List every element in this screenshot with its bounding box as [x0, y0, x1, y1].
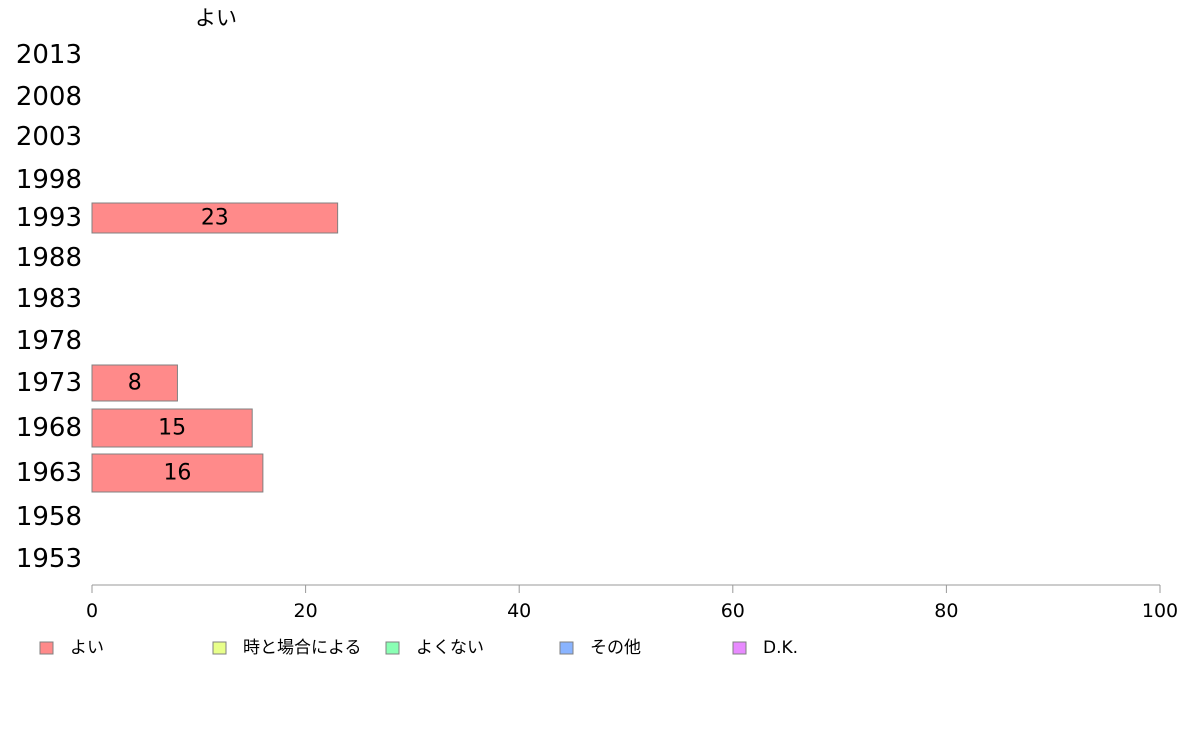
legend-label-3: その他: [590, 638, 641, 658]
x-tick-label-100: 100: [1142, 600, 1178, 622]
x-tick-label-0: 0: [86, 600, 98, 622]
legend-label-4: D.K.: [763, 638, 798, 658]
year-label-1973: 1973: [16, 368, 82, 398]
bar-label-1973: 8: [128, 371, 142, 396]
x-tick-label-40: 40: [507, 600, 531, 622]
year-label-2013: 2013: [16, 40, 82, 70]
legend-swatch-4: [732, 641, 747, 655]
legend-swatch-3: [559, 641, 574, 655]
bar-label-1968: 15: [158, 416, 186, 441]
bars: 23 8 15 16: [91, 202, 339, 493]
year-label-1998: 1998: [16, 165, 82, 195]
year-labels: 2013 2008 2003 1998 1993 1988 1983 1978 1973 1968…: [16, 40, 82, 574]
bar-1963: [91, 453, 264, 493]
x-tick-label-60: 60: [721, 600, 745, 622]
legend-label-0: よい: [70, 638, 104, 658]
bar-1968: [91, 408, 253, 448]
year-label-1963: 1963: [16, 458, 82, 488]
year-label-2008: 2008: [16, 82, 82, 112]
year-label-1978: 1978: [16, 326, 82, 356]
year-label-1953: 1953: [16, 544, 82, 574]
bar-label-1993: 23: [201, 206, 229, 231]
x-axis: 0 20 40 60 80 100: [86, 584, 1178, 622]
x-tick-label-20: 20: [294, 600, 318, 622]
legend-swatch-0: [39, 641, 54, 655]
x-tick-label-80: 80: [934, 600, 958, 622]
year-label-1968: 1968: [16, 413, 82, 443]
year-label-1988: 1988: [16, 243, 82, 273]
year-label-1958: 1958: [16, 502, 82, 532]
legend: よい 時と場合による よくない その他 D.K.: [39, 638, 798, 658]
legend-label-1: 時と場合による: [243, 638, 362, 658]
legend-swatch-2: [385, 641, 400, 655]
series-title: よい: [195, 6, 237, 30]
year-label-2003: 2003: [16, 122, 82, 152]
bar-label-1963: 16: [163, 461, 191, 486]
year-label-1993: 1993: [16, 203, 82, 233]
year-label-1983: 1983: [16, 284, 82, 314]
bar-1973: [91, 364, 178, 402]
legend-swatch-1: [212, 641, 227, 655]
legend-label-2: よくない: [416, 638, 484, 658]
bar-1993: [91, 202, 339, 234]
